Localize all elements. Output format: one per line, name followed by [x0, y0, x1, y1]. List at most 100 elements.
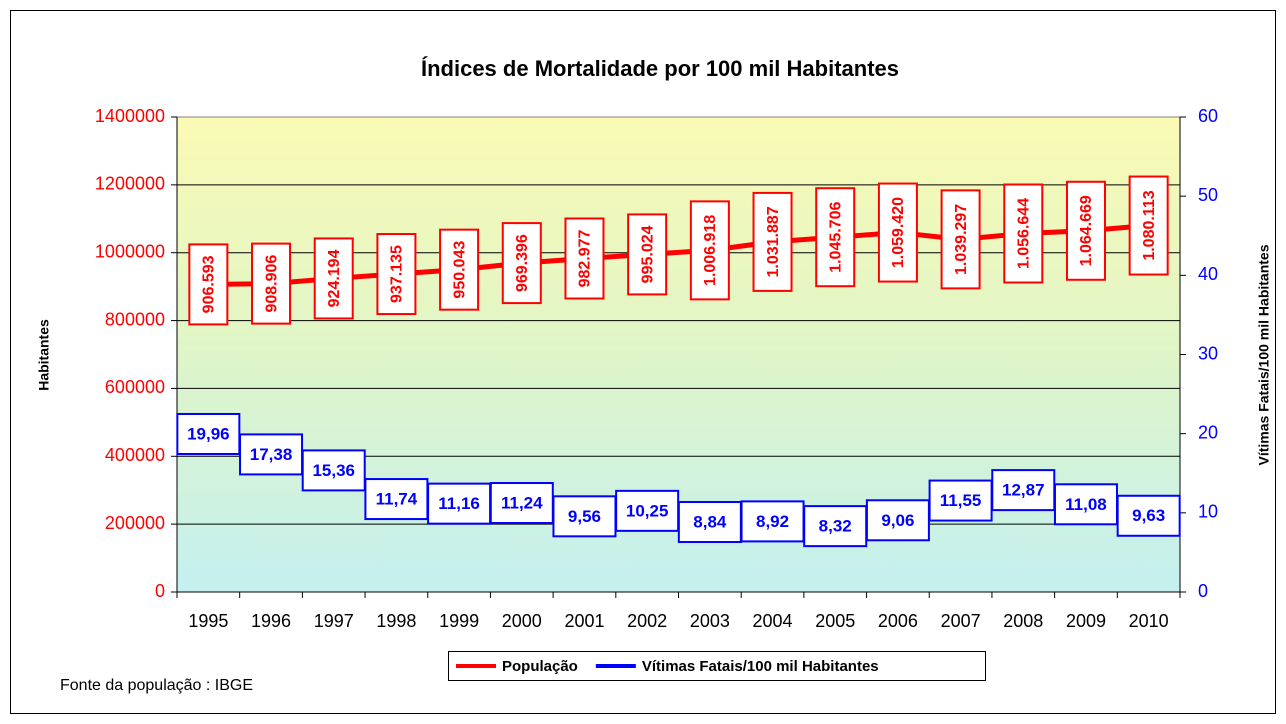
data-label: 924.194 — [326, 249, 343, 307]
data-label: 1.045.706 — [827, 202, 844, 273]
x-tick-label: 2002 — [627, 611, 667, 631]
data-label-group: 10,25 — [615, 489, 680, 532]
x-tick-label: 2010 — [1129, 611, 1169, 631]
x-tick-label: 1999 — [439, 611, 479, 631]
data-label: 9,06 — [881, 511, 914, 530]
y-tick-label: 800000 — [105, 309, 165, 329]
data-label: 937.135 — [389, 245, 406, 303]
y-tick-label: 400000 — [105, 445, 165, 465]
data-label-box — [815, 187, 856, 288]
data-label-group: 924.194 — [313, 237, 354, 320]
data-label-box — [940, 189, 981, 290]
data-label-group: 17,38 — [239, 433, 304, 476]
x-tick-label: 1996 — [251, 611, 291, 631]
data-label: 908.906 — [263, 255, 280, 313]
y2-tick-label: 0 — [1198, 581, 1208, 601]
data-label-box — [501, 222, 542, 305]
data-label-box — [1128, 175, 1169, 276]
data-label-group: 9,06 — [865, 499, 930, 542]
data-label-group: 1.031.887 — [752, 191, 793, 292]
data-label-group: 1.056.644 — [1003, 183, 1044, 284]
data-label-group: 906.593 — [188, 243, 229, 326]
y2-axis-title: Vítimas Fatais/100 mil Habitantes — [1256, 244, 1272, 465]
data-label-group: 950.043 — [439, 228, 480, 311]
data-label: 1.006.918 — [702, 215, 719, 286]
data-label-group: 1.064.669 — [1065, 180, 1106, 281]
series-line — [208, 223, 1149, 287]
data-label-box — [615, 489, 680, 532]
legend-label: População — [502, 658, 578, 675]
data-label: 11,74 — [376, 490, 418, 509]
data-label-group: 9,63 — [1116, 494, 1181, 537]
legend-label: Vítimas Fatais/100 mil Habitantes — [642, 658, 879, 675]
legend-box — [448, 651, 986, 681]
data-label: 1.064.669 — [1078, 195, 1095, 266]
data-label-box — [677, 501, 742, 544]
data-label-box — [877, 182, 918, 283]
data-label: 1.056.644 — [1016, 198, 1033, 269]
x-tick-label: 2004 — [753, 611, 793, 631]
data-label-box — [991, 469, 1056, 512]
y2-tick-label: 50 — [1198, 185, 1218, 205]
x-tick-label: 2001 — [564, 611, 604, 631]
data-label: 10,25 — [626, 501, 669, 520]
y-tick-label: 600000 — [105, 377, 165, 397]
data-label: 1.080.113 — [1141, 190, 1158, 260]
data-label: 1.031.887 — [765, 206, 782, 277]
x-tick-label: 1995 — [188, 611, 228, 631]
data-label: 11,08 — [1065, 495, 1107, 514]
y-tick-label: 0 — [155, 581, 165, 601]
data-label: 982.977 — [577, 229, 594, 287]
data-label-group: 1.059.420 — [877, 182, 918, 283]
data-label: 11,24 — [501, 494, 543, 513]
y2-tick-label: 60 — [1198, 106, 1218, 126]
data-label: 8,84 — [693, 513, 727, 532]
data-label-group: 11,55 — [928, 479, 993, 522]
data-label-box — [689, 200, 730, 301]
data-label-group: 8,32 — [803, 505, 868, 548]
data-label: 12,87 — [1002, 481, 1045, 500]
data-label: 9,63 — [1132, 506, 1165, 525]
y2-tick-label: 30 — [1198, 343, 1218, 363]
data-label: 11,16 — [438, 494, 480, 513]
data-label-group: 8,92 — [740, 500, 805, 543]
data-label-box — [627, 213, 668, 296]
data-label: 969.396 — [514, 234, 531, 292]
data-label-box — [564, 217, 605, 300]
source-note: Fonte da população : IBGE — [60, 677, 253, 694]
x-tick-label: 1997 — [314, 611, 354, 631]
x-tick-label: 2006 — [878, 611, 918, 631]
data-label-group: 11,16 — [427, 482, 492, 525]
data-label-box — [439, 228, 480, 311]
data-label-box — [313, 237, 354, 320]
data-label-box — [1116, 494, 1181, 537]
data-label-group: 1.045.706 — [815, 187, 856, 288]
y-axis-title: Habitantes — [36, 319, 52, 391]
data-label-group: 11,08 — [1053, 483, 1118, 526]
data-label: 1.059.420 — [890, 197, 907, 268]
y-tick-label: 1200000 — [95, 174, 165, 194]
data-label-box — [803, 505, 868, 548]
data-label-group: 1.080.113 — [1128, 175, 1169, 276]
chart-title: Índices de Mortalidade por 100 mil Habit… — [421, 56, 899, 81]
data-label-box — [865, 499, 930, 542]
data-label-box — [376, 233, 417, 316]
data-label-group: 19,96 — [176, 412, 241, 455]
data-label-box — [740, 500, 805, 543]
y2-tick-label: 20 — [1198, 422, 1218, 442]
data-label-group: 995.024 — [627, 213, 668, 296]
data-label-box — [1065, 180, 1106, 281]
y-tick-label: 1000000 — [95, 241, 165, 261]
data-label-group: 1.006.918 — [689, 200, 730, 301]
data-label: 19,96 — [187, 424, 230, 443]
data-label-group: 12,87 — [991, 469, 1056, 512]
data-label: 15,36 — [312, 461, 355, 480]
data-label-group: 908.906 — [251, 242, 292, 325]
data-label-group: 8,84 — [677, 501, 742, 544]
data-label: 11,55 — [940, 491, 982, 510]
data-label: 995.024 — [639, 225, 656, 283]
y-tick-label: 200000 — [105, 513, 165, 533]
y-tick-label: 1400000 — [95, 106, 165, 126]
